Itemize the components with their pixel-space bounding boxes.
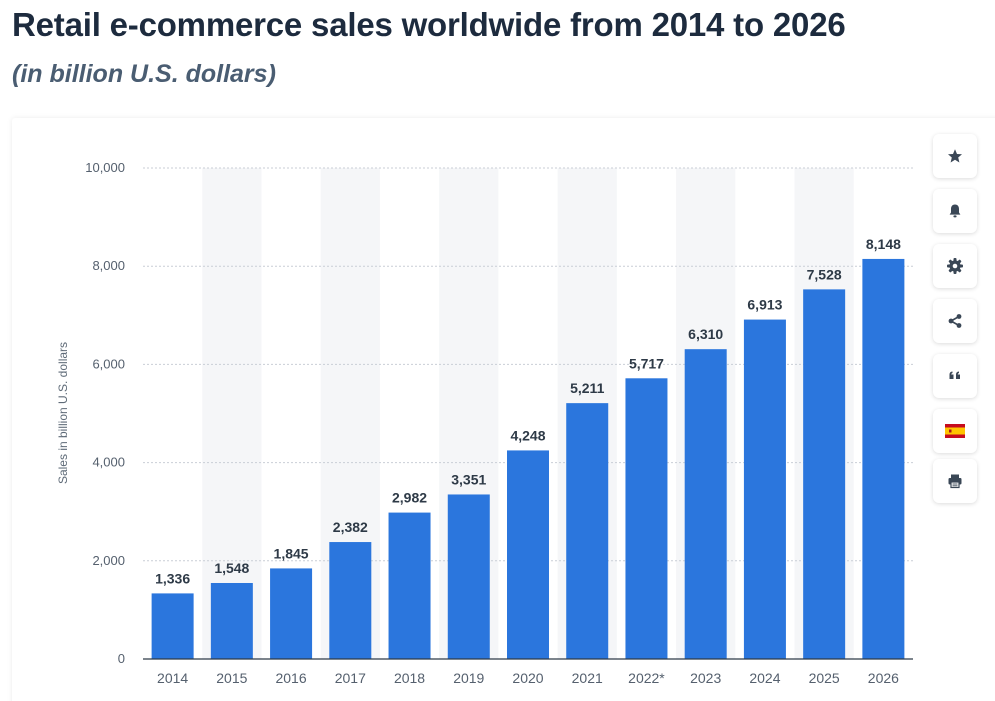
x-tick-label: 2020 bbox=[512, 670, 543, 686]
bar[interactable] bbox=[210, 582, 253, 659]
share-icon bbox=[948, 314, 962, 328]
bar[interactable] bbox=[684, 349, 727, 659]
bell-icon bbox=[949, 204, 961, 218]
notification-button[interactable] bbox=[933, 189, 977, 233]
x-tick-label: 2019 bbox=[453, 670, 484, 686]
data-label: 1,548 bbox=[214, 560, 249, 576]
bar[interactable] bbox=[743, 319, 786, 659]
gear-icon bbox=[947, 258, 963, 274]
y-tick-label: 4,000 bbox=[92, 455, 125, 470]
data-label: 5,717 bbox=[629, 355, 664, 371]
bar[interactable] bbox=[329, 542, 372, 659]
y-tick-label: 0 bbox=[118, 651, 125, 666]
data-label: 2,382 bbox=[333, 519, 368, 535]
chart-subtitle: (in billion U.S. dollars) bbox=[12, 60, 276, 88]
bar[interactable] bbox=[625, 378, 668, 659]
chart-title: Retail e-commerce sales worldwide from 2… bbox=[12, 6, 846, 43]
y-tick-label: 2,000 bbox=[92, 553, 125, 568]
bar[interactable] bbox=[566, 403, 609, 659]
x-tick-label: 2022* bbox=[628, 670, 665, 686]
data-label: 6,913 bbox=[747, 297, 782, 313]
data-label: 4,248 bbox=[510, 427, 545, 443]
bar[interactable] bbox=[803, 289, 846, 659]
bar-chart: 1,336 1,548 1,845 2,382 2,982 3,351 4,248 5,211… bbox=[56, 160, 913, 686]
x-tick-label: 2026 bbox=[868, 670, 899, 686]
x-tick-label: 2024 bbox=[749, 670, 780, 686]
y-axis-label: Sales in billion U.S. dollars bbox=[56, 342, 70, 484]
data-label: 3,351 bbox=[451, 471, 486, 487]
bar[interactable] bbox=[447, 494, 490, 659]
column-stripe bbox=[202, 168, 262, 659]
quote-icon bbox=[949, 371, 960, 379]
x-tick-label: 2018 bbox=[394, 670, 425, 686]
data-label: 1,336 bbox=[155, 570, 190, 586]
bar[interactable] bbox=[270, 568, 313, 659]
x-tick-label: 2017 bbox=[335, 670, 366, 686]
spain-flag-icon bbox=[945, 424, 965, 438]
data-label: 8,148 bbox=[866, 236, 901, 252]
star-icon bbox=[948, 149, 962, 163]
x-tick-label: 2014 bbox=[157, 670, 188, 686]
data-label: 6,310 bbox=[688, 326, 723, 342]
print-button[interactable] bbox=[933, 459, 977, 503]
bar[interactable] bbox=[388, 512, 431, 659]
y-tick-label: 8,000 bbox=[92, 258, 125, 273]
data-label: 1,845 bbox=[274, 545, 309, 561]
favorite-button[interactable] bbox=[933, 134, 977, 178]
data-label: 7,528 bbox=[807, 266, 842, 282]
data-label: 5,211 bbox=[570, 380, 604, 396]
share-button[interactable] bbox=[933, 299, 977, 343]
x-tick-label: 2025 bbox=[809, 670, 840, 686]
y-tick-label: 10,000 bbox=[85, 160, 125, 175]
bar[interactable] bbox=[507, 450, 549, 659]
settings-button[interactable] bbox=[933, 244, 977, 288]
x-tick-label: 2021 bbox=[572, 670, 603, 686]
language-button[interactable] bbox=[933, 409, 977, 453]
x-tick-label: 2016 bbox=[275, 670, 306, 686]
printer-icon bbox=[948, 474, 962, 489]
cite-button[interactable] bbox=[933, 354, 977, 398]
data-label: 2,982 bbox=[392, 490, 427, 506]
x-tick-label: 2015 bbox=[216, 670, 247, 686]
bar[interactable] bbox=[862, 258, 905, 659]
x-tick-label: 2023 bbox=[690, 670, 721, 686]
bar[interactable] bbox=[151, 593, 194, 659]
y-tick-label: 6,000 bbox=[92, 356, 125, 371]
